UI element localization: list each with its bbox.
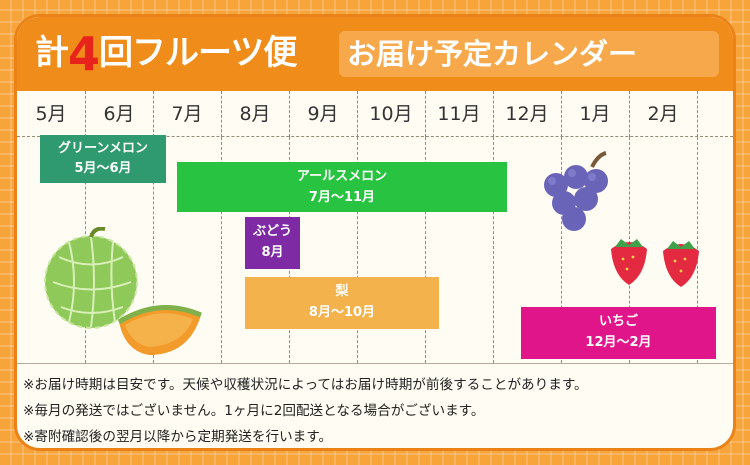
- bar-name: いちご: [598, 314, 638, 329]
- grid-line: [425, 137, 426, 363]
- notes-section: ※お届け時期は目安です。天候や収穫状況によってはお届け時期が前後することがありま…: [23, 372, 588, 448]
- grid-line: [17, 136, 733, 137]
- bar-period: 8月～10月: [308, 305, 376, 320]
- arls-melon-bar: アールスメロン 7月～11月: [177, 162, 507, 212]
- title-bar: 計4回フルーツ便 お届け予定カレンダー: [17, 17, 733, 91]
- bar-name: ぶどう: [252, 224, 292, 239]
- bar-name: アールスメロン: [296, 169, 388, 184]
- title-number: 4: [68, 27, 100, 81]
- month-label: 6月: [85, 91, 154, 137]
- month-label: 7月: [153, 91, 222, 137]
- month-label: 5月: [17, 91, 86, 137]
- bar-name: 梨: [335, 284, 349, 299]
- month-label: 8月: [221, 91, 290, 137]
- title-prefix: 計: [35, 33, 69, 73]
- bar-period: 7月～11月: [308, 190, 376, 205]
- grid-line: [153, 137, 154, 363]
- bar-period: 5月～6月: [74, 161, 132, 176]
- grid-line: [561, 137, 562, 363]
- note-line: ※毎月の発送ではございません。1ヶ月に2回配送となる場合がございます。: [23, 403, 485, 419]
- bar-period: 12月～2月: [585, 335, 652, 350]
- grid-line: [493, 137, 494, 363]
- melon-illustration: [44, 227, 202, 355]
- green-melon-bar: グリーンメロン 5月～6月: [40, 135, 166, 183]
- month-header-row: 5月 6月 7月 8月 9月 10月 11月 12月 1月 2月: [17, 91, 733, 137]
- month-label: 1月: [561, 91, 630, 137]
- page-subtitle: お届け予定カレンダー: [339, 31, 719, 77]
- bar-name: グリーンメロン: [58, 141, 148, 156]
- bar-period: 8月: [261, 245, 284, 260]
- grape-bar: ぶどう 8月: [245, 217, 300, 269]
- grid-line: [357, 137, 358, 363]
- page-title: 計4回フルーツ便: [35, 25, 297, 81]
- note-line: ※お届け時期は目安です。天候や収穫状況によってはお届け時期が前後することがありま…: [23, 377, 588, 393]
- notes-divider: [17, 363, 733, 364]
- month-label: 10月: [357, 91, 426, 137]
- strawberry-bar: いちご 12月～2月: [521, 307, 716, 359]
- pear-bar: 梨 8月～10月: [245, 277, 439, 329]
- month-label: 9月: [289, 91, 358, 137]
- grid-line: [221, 137, 222, 363]
- month-label: 2月: [629, 91, 698, 137]
- month-label: 11月: [425, 91, 494, 137]
- grape-illustration: [544, 151, 608, 231]
- note-line: ※寄附確認後の翌月以降から定期発送を行います。: [23, 429, 333, 445]
- month-label: 12月: [493, 91, 562, 137]
- title-suffix: 回フルーツ便: [99, 33, 297, 73]
- strawberry-illustration: [611, 239, 699, 287]
- calendar-panel: 計4回フルーツ便 お届け予定カレンダー 5月 6月 7月 8月 9月 10月 1…: [14, 14, 736, 451]
